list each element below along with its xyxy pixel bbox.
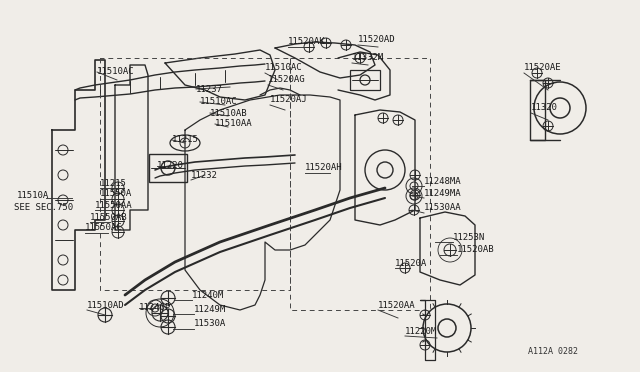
Text: 11520A: 11520A: [395, 259, 428, 267]
Bar: [149, 154, 187, 182]
Text: 11510AD: 11510AD: [87, 301, 125, 310]
Text: 11215: 11215: [100, 179, 127, 187]
Text: 11550AC: 11550AC: [85, 224, 123, 232]
Text: A112A 0282: A112A 0282: [528, 347, 578, 356]
Text: 11240P: 11240P: [139, 304, 172, 312]
Text: 11248MA: 11248MA: [424, 176, 461, 186]
Text: 11332M: 11332M: [352, 54, 384, 62]
Text: 11550AA: 11550AA: [95, 201, 132, 209]
Text: 11550A: 11550A: [100, 189, 132, 199]
Text: 11520AG: 11520AG: [268, 76, 306, 84]
Text: 11530A: 11530A: [194, 320, 227, 328]
Text: 11530AA: 11530AA: [424, 203, 461, 212]
Text: 11520AH: 11520AH: [305, 164, 342, 173]
Text: 11520AK: 11520AK: [288, 38, 326, 46]
Text: 11232: 11232: [191, 170, 218, 180]
Text: 11253N: 11253N: [453, 232, 485, 241]
Text: SEE SEC.750: SEE SEC.750: [14, 202, 73, 212]
Text: 11215: 11215: [172, 135, 199, 144]
Text: 11520AB: 11520AB: [457, 246, 495, 254]
Text: 11520AD: 11520AD: [358, 35, 396, 45]
Text: 11220: 11220: [157, 161, 184, 170]
Text: 11220M: 11220M: [405, 327, 437, 336]
Text: 11510AC: 11510AC: [265, 64, 303, 73]
Text: 11520AA: 11520AA: [378, 301, 415, 310]
Text: 11237: 11237: [196, 84, 223, 93]
Text: 11520AJ: 11520AJ: [270, 96, 308, 105]
Bar: [350, 70, 380, 90]
Text: 11510AB: 11510AB: [210, 109, 248, 118]
Text: 11240M: 11240M: [192, 291, 224, 299]
Text: 11249MA: 11249MA: [424, 189, 461, 198]
Text: 11520AE: 11520AE: [524, 64, 562, 73]
Text: 11510AC: 11510AC: [200, 97, 237, 106]
Text: 11550AB: 11550AB: [90, 212, 127, 221]
Text: 11510AA: 11510AA: [215, 119, 253, 128]
Text: 11249M: 11249M: [194, 305, 227, 314]
Text: 11320: 11320: [531, 103, 558, 112]
Text: 11510AC: 11510AC: [97, 67, 134, 77]
Text: 11510A: 11510A: [17, 190, 49, 199]
